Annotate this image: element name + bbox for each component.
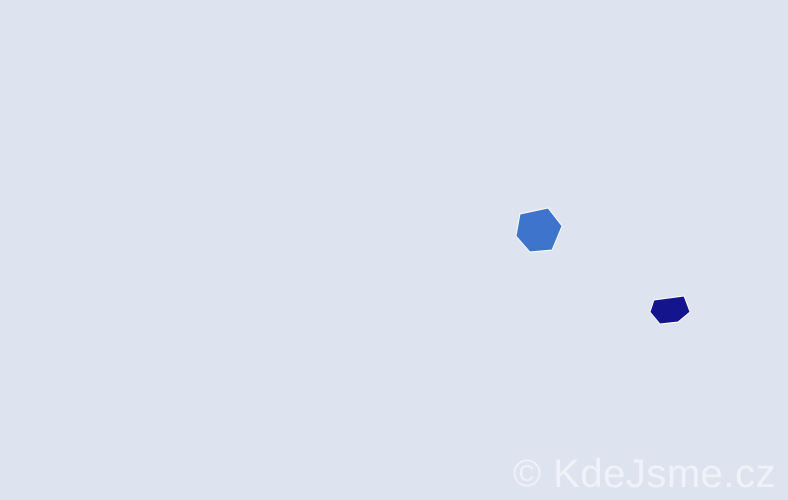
map-region-highlight-1[interactable]	[650, 296, 690, 324]
map-region-highlight-2[interactable]	[516, 208, 562, 252]
region-layer[interactable]	[516, 208, 690, 324]
